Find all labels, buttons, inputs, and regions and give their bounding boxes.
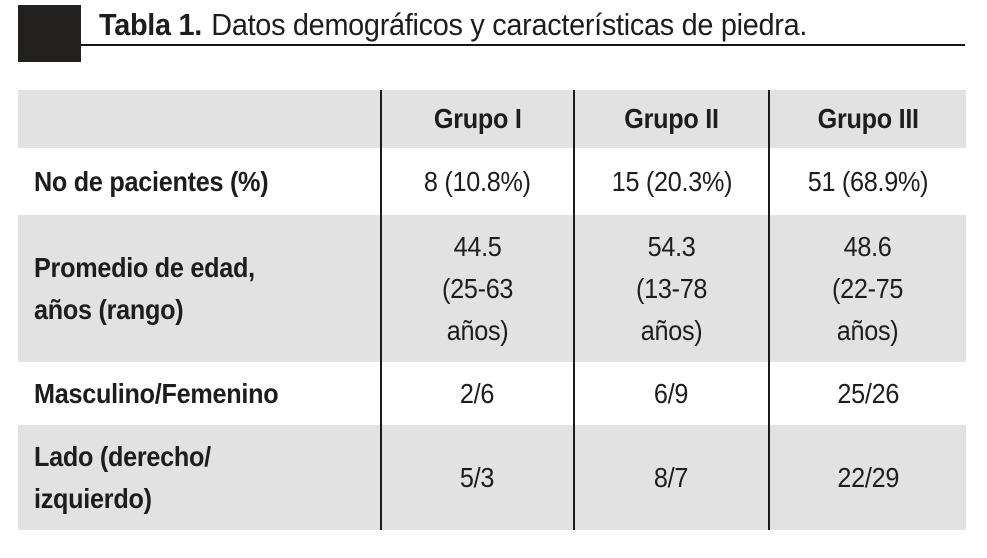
corner-cell xyxy=(18,90,380,148)
column-header-label: Grupo II xyxy=(624,103,719,134)
row-label-lado: Lado (derecho/ izquierdo) xyxy=(18,425,380,530)
column-header-grupo-2: Grupo II xyxy=(573,90,768,148)
column-header-label: Grupo I xyxy=(433,103,522,134)
caption-rule xyxy=(81,44,965,46)
cell-sexo-grupo-2: 6/9 xyxy=(573,362,768,425)
table-caption: Tabla 1. Datos demográficos y caracterís… xyxy=(99,7,807,43)
row-label-text: Promedio de edad, años (rango) xyxy=(34,251,255,325)
cell-sexo-grupo-3: 25/26 xyxy=(768,362,966,425)
row-label-pacientes: No de pacientes (%) xyxy=(18,148,380,215)
row-label-text: Lado (derecho/ izquierdo) xyxy=(34,440,211,514)
demographics-table: Grupo I Grupo II Grupo III No de pacient… xyxy=(18,90,966,530)
cell-edad-grupo-3: 48.6 (22-75 años) xyxy=(768,215,966,362)
caption-text: Datos demográficos y características de … xyxy=(211,7,808,42)
cell-edad-grupo-1: 44.5 (25-63 años) xyxy=(380,215,573,362)
column-header-label: Grupo III xyxy=(817,103,919,134)
row-label-edad: Promedio de edad, años (rango) xyxy=(18,215,380,362)
cell-value: 44.5 (25-63 años) xyxy=(441,230,514,346)
cell-value: 8/7 xyxy=(654,461,689,493)
cell-value: 25/26 xyxy=(837,377,899,409)
cell-value: 54.3 (13-78 años) xyxy=(635,230,708,346)
cell-value: 48.6 (22-75 años) xyxy=(832,230,904,346)
row-label-sexo: Masculino/Femenino xyxy=(18,362,380,425)
cell-pacientes-grupo-1: 8 (10.8%) xyxy=(380,148,573,215)
cell-lado-grupo-3: 22/29 xyxy=(768,425,966,530)
caption-label: Tabla 1. xyxy=(99,7,202,42)
column-header-grupo-3: Grupo III xyxy=(768,90,966,148)
cell-edad-grupo-2: 54.3 (13-78 años) xyxy=(573,215,768,362)
cell-value: 8 (10.8%) xyxy=(424,165,531,197)
cell-value: 22/29 xyxy=(837,461,899,493)
cell-value: 5/3 xyxy=(460,461,495,493)
cell-sexo-grupo-1: 2/6 xyxy=(380,362,573,425)
row-label-text: No de pacientes (%) xyxy=(34,165,269,197)
caption-marker-square xyxy=(18,5,81,62)
cell-pacientes-grupo-3: 51 (68.9%) xyxy=(768,148,966,215)
cell-pacientes-grupo-2: 15 (20.3%) xyxy=(573,148,768,215)
cell-value: 6/9 xyxy=(654,377,689,409)
cell-value: 2/6 xyxy=(460,377,495,409)
cell-lado-grupo-2: 8/7 xyxy=(573,425,768,530)
cell-value: 15 (20.3%) xyxy=(611,165,732,197)
cell-lado-grupo-1: 5/3 xyxy=(380,425,573,530)
row-label-text: Masculino/Femenino xyxy=(34,377,279,409)
cell-value: 51 (68.9%) xyxy=(807,165,929,197)
column-header-grupo-1: Grupo I xyxy=(380,90,573,148)
